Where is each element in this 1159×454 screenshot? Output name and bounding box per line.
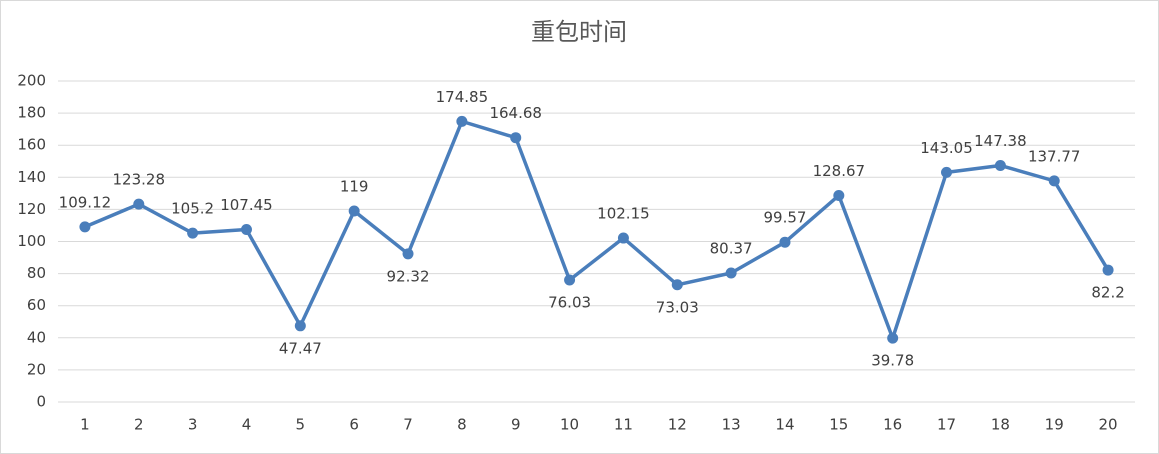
x-tick-label: 15	[829, 416, 848, 434]
x-tick-label: 4	[242, 416, 252, 434]
x-tick-label: 1	[80, 416, 90, 434]
chart-title: 重包时间	[531, 18, 627, 46]
data-label: 174.85	[436, 88, 489, 106]
x-tick-label: 9	[511, 416, 521, 434]
x-tick-label: 10	[560, 416, 579, 434]
x-tick-label: 13	[722, 416, 741, 434]
data-label: 123.28	[113, 171, 166, 189]
y-tick-label: 40	[27, 328, 46, 346]
x-tick-label: 12	[668, 416, 687, 434]
data-label: 73.03	[656, 298, 699, 316]
data-point	[240, 224, 252, 236]
x-tick-label: 3	[188, 416, 198, 434]
y-tick-label: 20	[27, 360, 46, 378]
data-point	[1048, 175, 1060, 187]
data-point	[941, 166, 953, 178]
x-tick-label: 18	[991, 416, 1010, 434]
x-tick-label: 2	[134, 416, 144, 434]
x-tick-label: 6	[349, 416, 359, 434]
x-tick-label: 16	[883, 416, 902, 434]
data-point	[348, 205, 360, 217]
data-label: 137.77	[1028, 147, 1081, 165]
y-tick-label: 100	[17, 232, 46, 250]
data-label: 128.67	[813, 162, 866, 180]
data-label: 102.15	[597, 205, 650, 223]
y-tick-label: 140	[17, 168, 46, 186]
x-tick-label: 5	[296, 416, 306, 434]
data-point	[725, 267, 737, 279]
data-label: 147.38	[974, 132, 1027, 150]
data-point	[671, 279, 683, 291]
x-tick-label: 7	[403, 416, 413, 434]
x-tick-label: 11	[614, 416, 633, 434]
y-tick-label: 120	[17, 200, 46, 218]
data-point	[617, 232, 629, 244]
data-label: 164.68	[489, 104, 542, 122]
x-tick-label: 14	[775, 416, 794, 434]
data-label: 80.37	[710, 240, 753, 258]
y-tick-label: 0	[36, 393, 46, 411]
data-point	[187, 227, 199, 239]
data-point	[510, 132, 522, 144]
data-point	[402, 248, 414, 260]
data-label: 143.05	[920, 139, 973, 157]
data-label: 92.32	[387, 267, 430, 285]
y-tick-label: 60	[27, 296, 46, 314]
data-label: 109.12	[59, 193, 112, 211]
data-point	[294, 320, 306, 332]
data-label: 107.45	[220, 196, 273, 214]
data-label: 99.57	[763, 209, 806, 227]
data-point	[779, 236, 791, 248]
data-point	[1102, 264, 1114, 276]
data-label: 39.78	[871, 352, 914, 370]
y-tick-label: 80	[27, 264, 46, 282]
data-point	[833, 189, 845, 201]
data-label: 76.03	[548, 293, 591, 311]
data-point	[456, 115, 468, 127]
x-tick-label: 20	[1099, 416, 1118, 434]
data-point	[79, 221, 91, 233]
x-tick-label: 17	[937, 416, 956, 434]
y-tick-label: 180	[17, 104, 46, 122]
y-tick-label: 160	[17, 136, 46, 154]
data-label: 47.47	[279, 339, 322, 357]
data-point	[564, 274, 576, 286]
data-label: 119	[340, 178, 369, 196]
x-tick-label: 8	[457, 416, 467, 434]
data-point	[887, 332, 899, 344]
data-label: 82.2	[1091, 284, 1124, 302]
series-line	[84, 119, 1110, 340]
data-point	[133, 198, 145, 210]
data-point	[994, 159, 1006, 171]
data-label: 105.2	[171, 200, 214, 218]
y-tick-label: 200	[17, 72, 46, 90]
x-tick-label: 19	[1045, 416, 1064, 434]
